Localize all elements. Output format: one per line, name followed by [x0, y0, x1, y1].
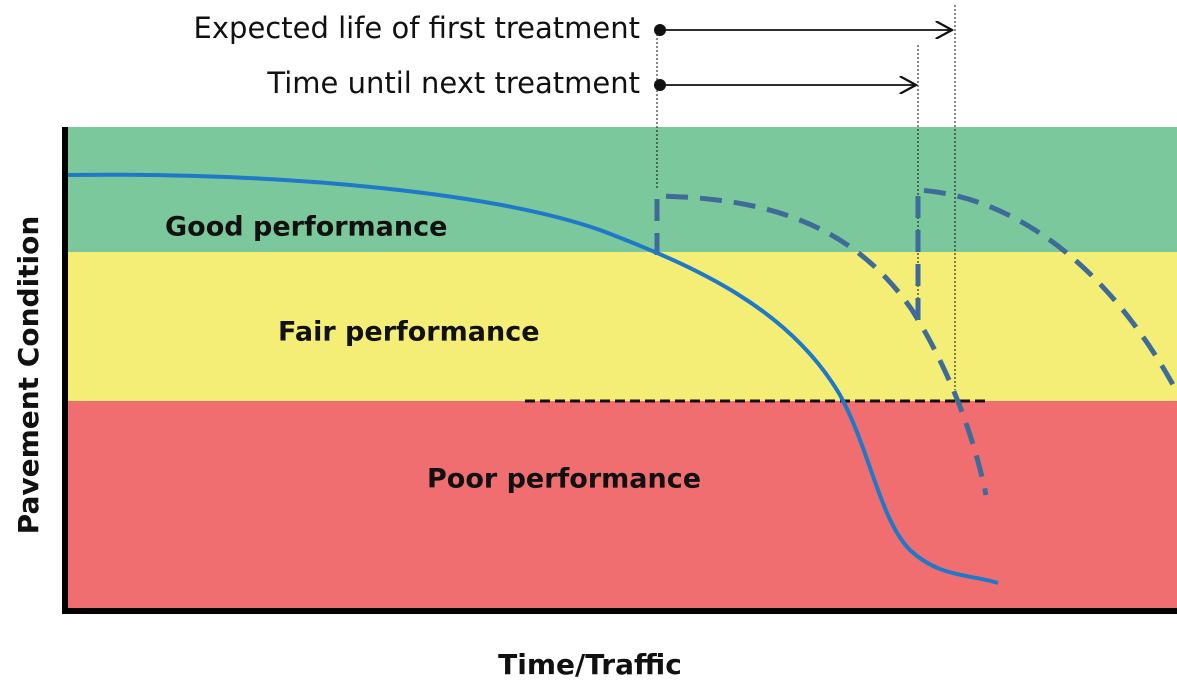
annotation: Expected life of first treatment — [194, 11, 640, 45]
x-axis-label: Time/Traffic — [498, 648, 682, 681]
fair-band — [65, 252, 1177, 401]
band-label: Good performance — [165, 212, 447, 243]
second-treatment-curve — [915, 187, 1177, 394]
untreated-curve — [64, 172, 999, 585]
band-label: Poor performance — [427, 464, 701, 495]
first-treatment-curve — [654, 193, 989, 496]
y-axis-label: Pavement Condition — [12, 216, 45, 535]
good-band — [65, 127, 1177, 252]
band-label: Fair performance — [278, 317, 540, 348]
annotation: Time until next treatment — [266, 66, 640, 100]
poor-band — [65, 401, 1177, 611]
